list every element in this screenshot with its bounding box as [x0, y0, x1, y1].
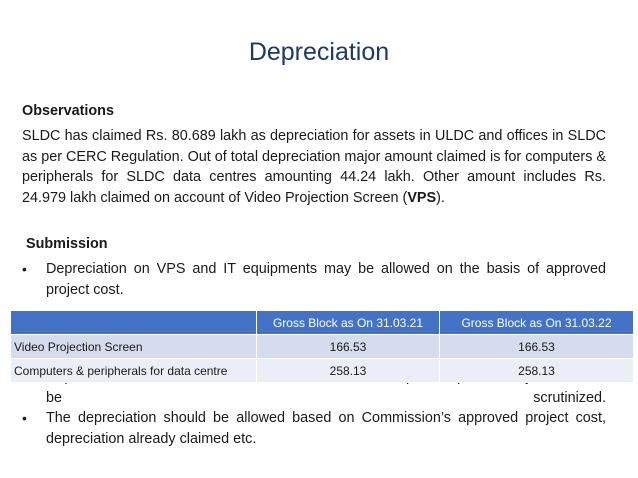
bullet-item: • The depreciation should be allowed bas…: [22, 408, 606, 449]
observations-text: SLDC has claimed Rs. 80.689 lakh as depr…: [22, 128, 606, 206]
bullet-item: • Depreciation on VPS and IT equipments …: [22, 259, 606, 300]
observations-heading: Observations: [22, 103, 114, 119]
vps-bold: VPS: [407, 189, 437, 206]
table-header-row: Gross Block as On 31.03.21 Gross Block a…: [10, 310, 634, 335]
table-header-cell: [10, 310, 257, 335]
bullet-dot-icon: •: [22, 261, 27, 277]
table-cell: Computers & peripherals for data centre: [10, 358, 257, 383]
page-title: Depreciation: [248, 38, 390, 66]
table-cell: 258.13: [256, 358, 440, 383]
gross-block-table: Gross Block as On 31.03.21 Gross Block a…: [10, 310, 634, 383]
table-cell: Video Projection Screen: [10, 334, 257, 359]
table-header-cell: Gross Block as On 31.03.22: [439, 310, 634, 335]
table-row: Video Projection Screen 166.53 166.53: [10, 334, 634, 359]
bullet-text: The depreciation should be allowed based…: [46, 410, 606, 447]
table-cell: 258.13: [439, 358, 634, 383]
observations-paragraph: SLDC has claimed Rs. 80.689 lakh as depr…: [22, 126, 606, 208]
observations-text-end: ).: [436, 189, 445, 206]
table-cell: 166.53: [439, 334, 634, 359]
table-row: Computers & peripherals for data centre …: [10, 358, 634, 383]
table-header-cell: Gross Block as On 31.03.21: [256, 310, 440, 335]
bullet-text: Depreciation on VPS and IT equipments ma…: [46, 261, 606, 298]
submission-heading: Submission: [26, 236, 108, 252]
table-cell: 166.53: [256, 334, 440, 359]
bullet-dot-icon: •: [22, 410, 27, 426]
